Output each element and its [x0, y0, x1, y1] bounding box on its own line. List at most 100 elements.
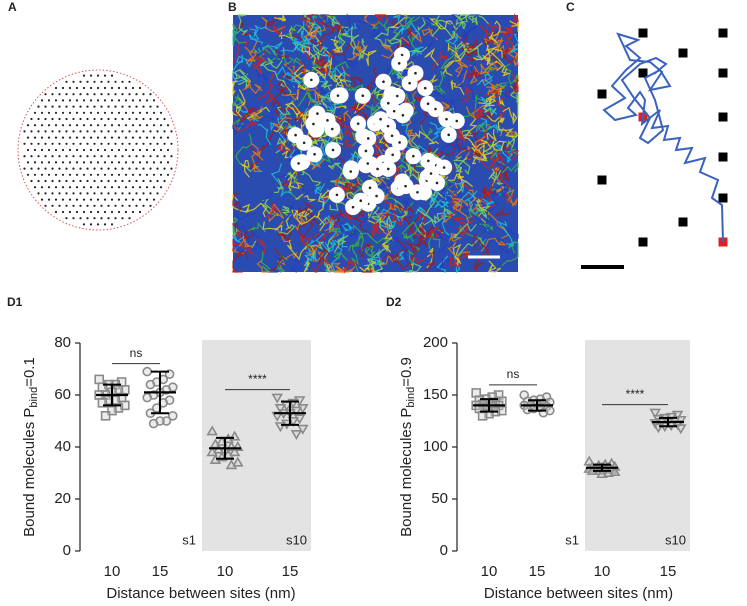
marker	[100, 410, 111, 421]
site	[138, 161, 142, 164]
site	[33, 186, 37, 189]
site	[65, 217, 68, 220]
trajectory	[266, 202, 277, 221]
site	[86, 204, 89, 207]
site	[163, 130, 166, 133]
trajectory	[474, 135, 486, 163]
trajectory	[296, 202, 314, 218]
trajectory	[288, 201, 297, 219]
site	[128, 217, 131, 220]
trajectory	[313, 183, 326, 195]
trajectory	[482, 44, 491, 62]
trajectory	[238, 107, 255, 123]
site	[152, 161, 156, 164]
site	[166, 148, 170, 152]
site	[40, 111, 44, 114]
trajectory	[333, 252, 349, 262]
site	[152, 186, 156, 189]
site	[86, 192, 89, 195]
trajectory	[259, 132, 274, 152]
trajectory	[261, 16, 286, 33]
trajectory	[300, 16, 324, 34]
trajectory	[324, 14, 340, 28]
site	[33, 111, 37, 114]
trajectory	[454, 59, 468, 78]
site	[107, 80, 110, 83]
site	[110, 136, 114, 139]
site	[44, 179, 47, 183]
site	[23, 130, 26, 133]
site	[89, 198, 93, 201]
trajectory	[389, 203, 407, 222]
site	[128, 204, 131, 207]
trajectory	[423, 251, 436, 271]
site	[142, 93, 145, 96]
site	[65, 117, 68, 121]
trajectory	[251, 106, 263, 120]
site	[40, 124, 44, 127]
site	[103, 223, 107, 226]
site	[93, 204, 96, 207]
trajectory	[501, 89, 513, 99]
trajectory	[232, 40, 249, 64]
trajectory	[284, 63, 295, 77]
trajectory	[285, 107, 306, 118]
marker	[297, 424, 309, 435]
trajectory	[334, 178, 355, 194]
site	[47, 99, 51, 102]
site	[107, 217, 110, 220]
site	[107, 142, 110, 145]
site	[368, 186, 372, 190]
trajectory	[479, 222, 494, 232]
site	[412, 154, 415, 158]
site	[58, 155, 61, 158]
site	[163, 179, 166, 183]
trajectory	[423, 17, 435, 27]
trajectory	[346, 13, 361, 31]
trajectory	[428, 18, 456, 30]
site	[93, 192, 96, 195]
site	[359, 199, 363, 202]
site	[142, 142, 145, 145]
trajectory	[276, 143, 298, 154]
site	[159, 136, 163, 139]
site	[156, 130, 159, 133]
site	[142, 167, 145, 170]
trajectory	[434, 199, 450, 209]
site	[128, 105, 131, 108]
site	[89, 99, 93, 102]
trajectory	[345, 83, 364, 92]
site	[96, 186, 100, 189]
site	[131, 99, 135, 102]
trajectory	[336, 177, 353, 190]
trajectory	[272, 24, 285, 36]
marker	[522, 404, 533, 415]
trajectory	[369, 251, 384, 273]
site	[128, 117, 131, 121]
site	[149, 105, 152, 108]
site	[51, 130, 54, 133]
site	[44, 204, 47, 207]
trajectory	[246, 106, 271, 120]
site	[93, 142, 96, 145]
site	[100, 105, 103, 108]
site	[82, 223, 86, 226]
trajectory	[475, 204, 491, 212]
site	[96, 173, 100, 176]
site	[128, 130, 131, 133]
site	[110, 124, 114, 127]
trajectory	[260, 251, 275, 273]
site	[47, 198, 51, 201]
site	[75, 186, 79, 189]
trajectory	[232, 234, 245, 243]
trajectory	[407, 34, 420, 56]
site	[96, 210, 100, 214]
trajectory	[486, 129, 497, 142]
trajectory	[284, 102, 301, 117]
site	[61, 99, 65, 102]
trajectory	[297, 91, 316, 107]
site	[30, 167, 33, 170]
site	[82, 124, 86, 127]
site	[156, 155, 159, 158]
site	[58, 167, 61, 170]
